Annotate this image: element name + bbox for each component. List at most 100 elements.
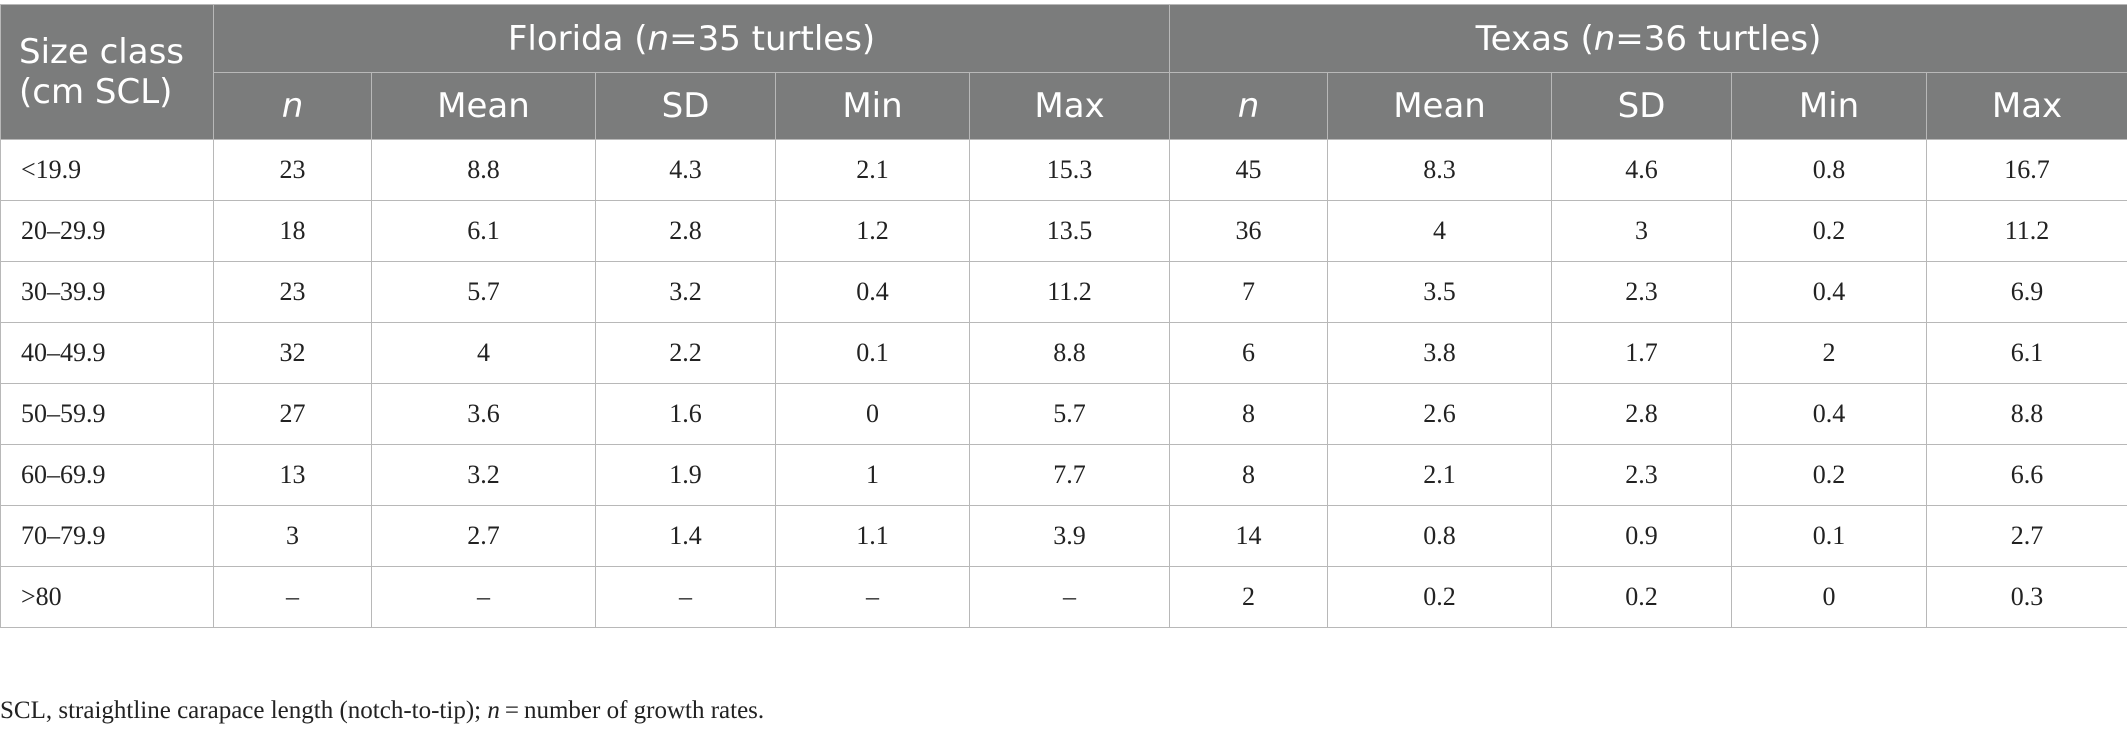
table-cell: 3.2 [371,444,596,506]
table-cell: 5.7 [371,261,596,323]
table-footnote: SCL, straightline carapace length (notch… [0,697,764,725]
col-header-florida-mean: Mean [371,72,596,140]
table-cell: 23 [213,261,372,323]
table-cell: 2.1 [775,139,970,201]
table-cell: 2.3 [1551,261,1733,323]
table-cell: 36 [1169,200,1329,262]
col-header-texas-mean: Mean [1327,72,1553,140]
size-class-header-label: Size class [19,32,185,72]
table-cell: 11.2 [968,261,1171,323]
table-cell: 6.6 [1926,444,2127,506]
table-cell: 3.9 [968,505,1171,567]
col-header-florida-max: Max [968,72,1171,140]
texas-header-n: n [1593,18,1616,59]
table-cell: 6.1 [371,200,596,262]
table-cell: – [968,566,1171,628]
row-label: 30–39.9 [0,261,214,323]
table-cell: 18 [213,200,372,262]
table-cell: – [213,566,372,628]
table-cell: 4.6 [1551,139,1733,201]
table-cell: 2.3 [1551,444,1733,506]
footnote-text-2: = number of growth rates. [499,697,765,724]
header-subcolumn-row: n Mean SD Min Max n Mean SD Min Max [1,72,2127,140]
col-header-texas-max: Max [1926,72,2127,140]
table-cell: 4.3 [595,139,776,201]
table-cell: 1.6 [595,383,776,445]
table-cell: 0.4 [1731,383,1928,445]
table-cell: 1.7 [1551,322,1733,384]
table-row: 50–59.9 27 3.6 1.6 0 5.7 8 2.6 2.8 0.4 8… [0,383,2127,445]
table-cell: 2.7 [1926,505,2127,567]
table-cell: 0 [1731,566,1928,628]
table-row: 70–79.9 3 2.7 1.4 1.1 3.9 14 0.8 0.9 0.1… [0,505,2127,567]
table-row: 60–69.9 13 3.2 1.9 1 7.7 8 2.1 2.3 0.2 6… [0,444,2127,506]
table-cell: 8.3 [1327,139,1553,201]
table-cell: 23 [213,139,372,201]
table-cell: 0.2 [1731,200,1928,262]
table-cell: – [775,566,970,628]
table-cell: 0.1 [775,322,970,384]
table-row: <19.9 23 8.8 4.3 2.1 15.3 45 8.3 4.6 0.8… [0,139,2127,201]
footnote-text-1: SCL, straightline carapace length (notch… [0,697,488,724]
table-cell: 45 [1169,139,1329,201]
table-cell: 0.2 [1731,444,1928,506]
table-cell: 3.2 [595,261,776,323]
table-cell: 8 [1169,444,1329,506]
table-cell: 8 [1169,383,1329,445]
table-cell: 2 [1169,566,1329,628]
table-cell: – [371,566,596,628]
col-header-florida-n: n [213,72,372,140]
col-header-texas-min: Min [1731,72,1928,140]
texas-group-header: Texas (n=36 turtles) [1169,4,2127,73]
table-cell: 4 [1327,200,1553,262]
table-cell: 0.8 [1327,505,1553,567]
table-cell: 32 [213,322,372,384]
table-cell: 0.2 [1327,566,1553,628]
table-cell: 2.2 [595,322,776,384]
table-row: 30–39.9 23 5.7 3.2 0.4 11.2 7 3.5 2.3 0.… [0,261,2127,323]
row-label: 60–69.9 [0,444,214,506]
table-cell: 3.5 [1327,261,1553,323]
table-cell: 0 [775,383,970,445]
table-cell: 1.4 [595,505,776,567]
table-cell: 3.8 [1327,322,1553,384]
table-cell: 8.8 [1926,383,2127,445]
texas-header-prefix: Texas ( [1475,18,1594,59]
table-cell: 8.8 [968,322,1171,384]
florida-header-prefix: Florida ( [507,18,648,59]
table-cell: 27 [213,383,372,445]
row-label: 20–29.9 [0,200,214,262]
col-header-florida-min: Min [775,72,970,140]
table-cell: 3 [1551,200,1733,262]
col-header-texas-sd: SD [1551,72,1733,140]
table-cell: 1 [775,444,970,506]
table-cell: 11.2 [1926,200,2127,262]
size-class-header: Size class (cm SCL) [0,4,214,140]
table-cell: 2.7 [371,505,596,567]
header-group-row: Size class (cm SCL) Florida (n=35 turtle… [0,4,2127,140]
table-cell: 0.8 [1731,139,1928,201]
table-cell: 3.6 [371,383,596,445]
florida-group-header: Florida (n=35 turtles) [212,4,1171,73]
table-cell: 2.8 [595,200,776,262]
table-cell: 6.1 [1926,322,2127,384]
row-label: 70–79.9 [0,505,214,567]
florida-header-n: n [647,18,670,59]
table-cell: 2 [1731,322,1928,384]
table-cell: 16.7 [1926,139,2127,201]
table-row: 20–29.9 18 6.1 2.8 1.2 13.5 36 4 3 0.2 1… [0,200,2127,262]
table-cell: 2.8 [1551,383,1733,445]
table-cell: 4 [371,322,596,384]
row-label: 50–59.9 [0,383,214,445]
table-cell: 1.1 [775,505,970,567]
table-cell: 2.6 [1327,383,1553,445]
texas-header-suffix: =36 turtles) [1615,18,1822,59]
table-cell: 13 [213,444,372,506]
table-cell: 0.3 [1926,566,2127,628]
table-cell: 2.1 [1327,444,1553,506]
table-cell: 3 [213,505,372,567]
table-cell: 0.2 [1551,566,1733,628]
col-header-florida-sd: SD [595,72,776,140]
row-label: <19.9 [0,139,214,201]
table-cell: 1.9 [595,444,776,506]
